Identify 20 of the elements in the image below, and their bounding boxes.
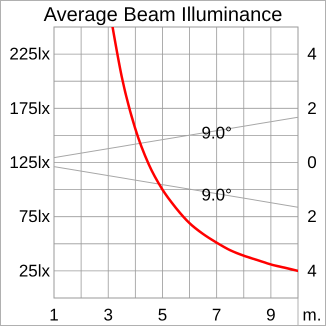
y2-tick-label: 0 bbox=[307, 153, 317, 172]
y-tick-label: 175lx bbox=[9, 98, 50, 118]
y2-tick-label: 2 bbox=[307, 98, 317, 118]
x-axis-title: m. bbox=[302, 306, 322, 324]
x-tick-label: 9 bbox=[266, 306, 276, 324]
chart-title: Average Beam Illuminance bbox=[44, 4, 282, 26]
y-tick-label: 75lx bbox=[18, 207, 50, 226]
y2-tick-label: 2 bbox=[307, 207, 317, 226]
annotation: 9.0° bbox=[201, 186, 232, 205]
y2-tick-label: 4 bbox=[307, 261, 317, 280]
x-tick-label: 1 bbox=[49, 306, 59, 324]
y-tick-label: 225lx bbox=[9, 44, 50, 64]
x-tick-label: 3 bbox=[103, 306, 113, 324]
y-tick-label: 25lx bbox=[18, 261, 50, 280]
x-tick-label: 5 bbox=[158, 306, 168, 324]
x-tick-label: 7 bbox=[212, 306, 222, 324]
y2-tick-label: 4 bbox=[307, 44, 317, 64]
annotation: 9.0° bbox=[201, 124, 232, 143]
line-series bbox=[111, 27, 298, 272]
y-tick-label: 125lx bbox=[9, 153, 50, 172]
